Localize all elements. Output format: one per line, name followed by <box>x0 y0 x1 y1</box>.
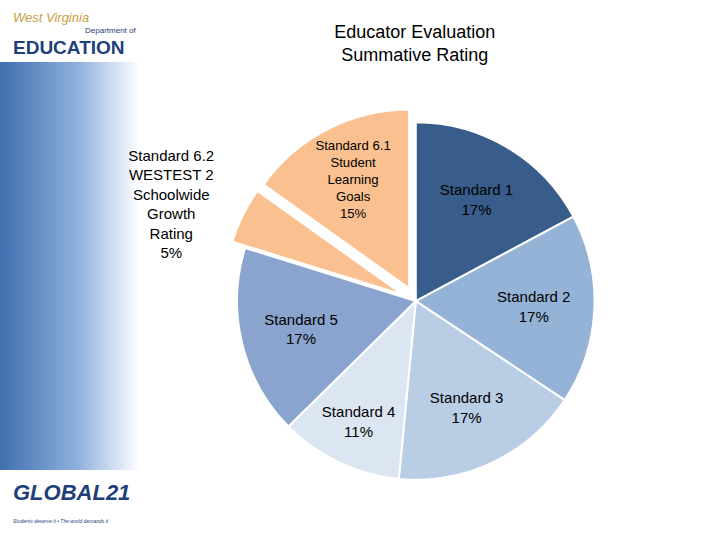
svg-text:GLOBAL21: GLOBAL21 <box>13 480 130 505</box>
svg-text:Department of: Department of <box>85 26 136 35</box>
svg-text:Standard 217%: Standard 217% <box>497 288 570 325</box>
svg-text:Standard 517%: Standard 517% <box>264 311 337 348</box>
svg-text:EDUCATION: EDUCATION <box>13 37 125 58</box>
svg-text:West Virginia: West Virginia <box>13 10 89 25</box>
svg-text:Standard 117%: Standard 117% <box>440 181 513 218</box>
svg-text:Educator EvaluationSummative R: Educator EvaluationSummative Rating <box>334 22 495 65</box>
svg-text:Standard 411%: Standard 411% <box>322 403 395 440</box>
svg-text:Standard 6.2WESTEST 2Schoolwid: Standard 6.2WESTEST 2SchoolwideGrowthRat… <box>128 147 214 261</box>
svg-text:Standard 6.1StudentLearningGoa: Standard 6.1StudentLearningGoals15% <box>315 138 390 221</box>
svg-text:Students deserve it • The worl: Students deserve it • The world demands … <box>13 518 109 524</box>
svg-text:Standard 317%: Standard 317% <box>430 389 503 426</box>
